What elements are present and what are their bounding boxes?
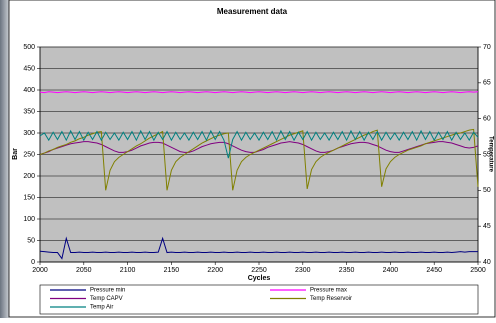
x-tick-label: 2100	[120, 267, 136, 274]
y-tick-label: 250	[23, 151, 35, 158]
x-tick-label: 2000	[32, 267, 48, 274]
y-tick-label: 500	[23, 44, 35, 51]
y2-tick-label: 70	[483, 44, 491, 51]
legend-label: Pressure max	[310, 288, 347, 294]
x-tick-label: 2150	[164, 267, 180, 274]
x-tick-label: 2250	[251, 267, 267, 274]
y2-tick-label: 60	[483, 116, 491, 123]
x-tick-label: 2450	[426, 267, 442, 274]
x-tick-label: 2350	[339, 267, 355, 274]
x-tick-label: 2500	[470, 267, 486, 274]
chart: Measurement data Bar Temperature Cycles …	[0, 0, 496, 318]
y-tick-label: 0	[31, 259, 35, 266]
background-strip	[0, 0, 9, 318]
y-tick-label: 450	[23, 65, 35, 72]
legend-label: Temp Reservoir	[310, 296, 352, 302]
legend-label: Temp CAPV	[90, 296, 123, 302]
y-tick-label: 300	[23, 130, 35, 137]
y-tick-label: 150	[23, 194, 35, 201]
chart-title: Measurement data	[217, 7, 288, 16]
x-tick-label: 2050	[76, 267, 92, 274]
y-tick-label: 100	[23, 216, 35, 223]
y-tick-label: 50	[27, 237, 35, 244]
x-axis-label: Cycles	[248, 275, 271, 282]
y2-tick-label: 55	[483, 151, 491, 158]
y2-tick-label: 50	[483, 187, 491, 194]
y-tick-label: 400	[23, 87, 35, 94]
y2-tick-label: 45	[483, 223, 491, 230]
y-tick-label: 200	[23, 173, 35, 180]
y2-tick-label: 40	[483, 259, 491, 266]
legend-label: Pressure min	[90, 288, 125, 294]
page: {"chart_data": { "type": "line", "title"…	[0, 0, 496, 318]
x-tick-label: 2300	[295, 267, 311, 274]
legend-label: Temp Air	[90, 305, 113, 311]
y-tick-label: 350	[23, 108, 35, 115]
x-tick-label: 2400	[383, 267, 399, 274]
x-tick-label: 2200	[207, 267, 223, 274]
y-axis-label: Bar	[12, 148, 19, 160]
y2-tick-label: 65	[483, 80, 491, 87]
